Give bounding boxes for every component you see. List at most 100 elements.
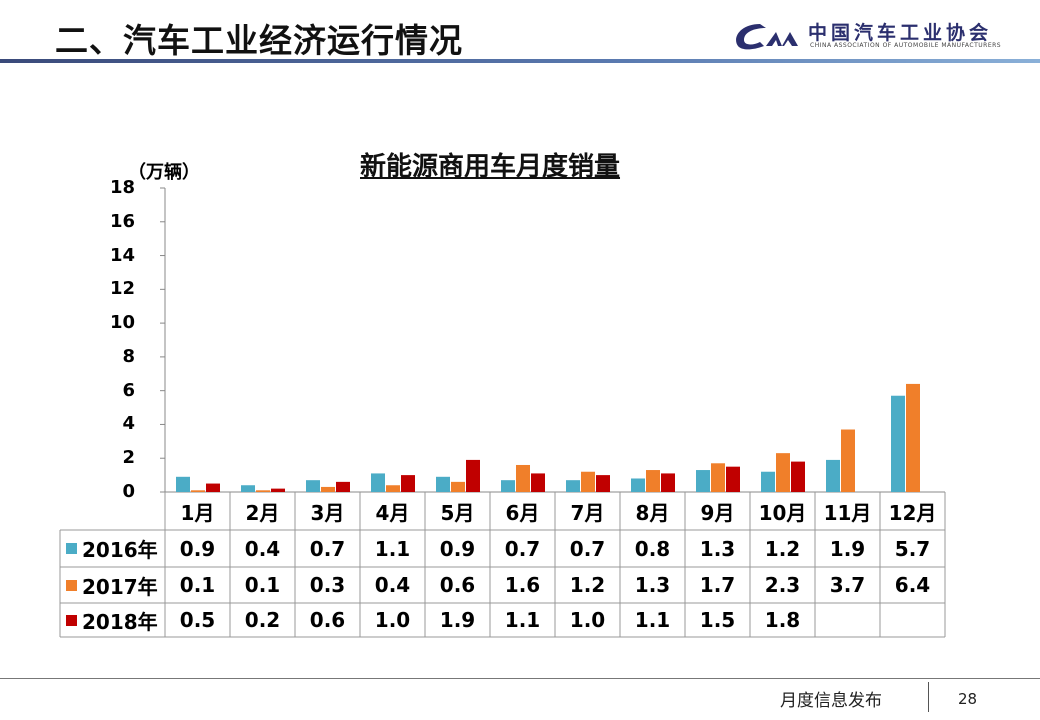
bar-2017年-4月 [386, 485, 400, 492]
bar-2016年-1月 [176, 476, 190, 492]
bar-2018年-8月 [661, 473, 675, 492]
data-cell [815, 603, 880, 637]
bar-2017年-9月 [711, 463, 725, 492]
legend-item: 2017年 [66, 567, 158, 603]
data-cell: 1.0 [374, 608, 411, 632]
bar-2018年-3月 [336, 481, 350, 492]
data-cell: 0.2 [244, 608, 281, 632]
y-tick-label: 12 [109, 278, 135, 300]
legend-label: 2016年 [82, 538, 158, 562]
legend-swatch-icon [66, 543, 77, 554]
bar-2018年-7月 [596, 475, 610, 492]
data-cell: 1.0 [569, 608, 606, 632]
data-cell: 1.1 [374, 536, 411, 561]
footer-text: 月度信息发布 [780, 691, 882, 711]
y-tick-label: 0 [122, 481, 135, 502]
category-label: 5月 [440, 500, 475, 525]
data-cell: 2.3 [764, 573, 801, 597]
data-cell: 0.4 [374, 573, 411, 597]
caam-logo [736, 24, 798, 50]
data-cell: 1.2 [764, 536, 801, 561]
bar-2016年-2月 [241, 485, 255, 492]
category-label: 8月 [635, 500, 670, 525]
data-cell: 1.1 [504, 608, 541, 632]
bar-2017年-12月 [906, 383, 920, 492]
data-cell: 1.9 [829, 536, 866, 561]
data-cell: 5.7 [894, 536, 931, 561]
bar-2017年-5月 [451, 481, 465, 492]
data-cell: 0.3 [309, 573, 346, 597]
legend-label: 2017年 [82, 574, 158, 599]
y-axis-unit: （万辆） [128, 162, 200, 183]
data-cell: 1.1 [634, 608, 671, 632]
data-cell: 0.8 [634, 536, 671, 561]
data-cell: 3.7 [829, 573, 866, 597]
bar-2016年-9月 [696, 470, 710, 492]
footer-divider [0, 678, 1040, 679]
bar-2016年-10月 [761, 471, 775, 492]
y-tick-label: 8 [122, 345, 135, 367]
category-label: 2月 [245, 500, 280, 525]
bar-2017年-6月 [516, 464, 530, 492]
y-tick-label: 6 [122, 379, 135, 401]
bar-2018年-1月 [206, 483, 220, 492]
data-cell: 0.1 [179, 573, 216, 597]
data-cell: 0.7 [309, 536, 346, 561]
data-cell: 1.7 [699, 573, 736, 597]
data-cell: 0.5 [179, 608, 216, 632]
legend-swatch-icon [66, 579, 77, 591]
category-label: 1月 [180, 500, 215, 525]
logo-text-cn: 中国汽车工业协会 [808, 22, 993, 44]
data-cell: 0.1 [244, 573, 281, 597]
category-label: 6月 [505, 500, 540, 525]
bar-2018年-5月 [466, 459, 480, 492]
y-tick-label: 16 [109, 210, 135, 232]
data-cell [880, 603, 945, 637]
y-tick-label: 2 [122, 447, 135, 469]
bar-2017年-1月 [191, 490, 205, 492]
data-cell: 0.7 [504, 536, 541, 561]
bar-2018年-9月 [726, 466, 740, 492]
y-tick-label: 10 [109, 312, 135, 334]
bar-2017年-8月 [646, 470, 660, 492]
y-tick-label: 14 [109, 244, 135, 266]
bar-2016年-7月 [566, 480, 580, 492]
data-cell: 0.7 [569, 536, 606, 561]
page-number: 28 [958, 690, 978, 708]
y-tick-label: 4 [122, 413, 135, 435]
category-label: 11月 [823, 500, 872, 525]
bar-2017年-2月 [256, 490, 270, 492]
data-cell: 1.3 [634, 573, 671, 597]
data-cell: 1.2 [569, 573, 606, 597]
slide-title: 二、汽车工业经济运行情况 [55, 21, 463, 60]
legend-label: 2018年 [82, 609, 158, 634]
bar-2016年-3月 [306, 480, 320, 492]
bar-2017年-10月 [776, 453, 790, 492]
legend-swatch-icon [66, 614, 77, 626]
category-label: 3月 [310, 500, 345, 525]
category-label: 10月 [758, 500, 807, 525]
bar-2016年-11月 [826, 459, 840, 492]
header-divider [0, 59, 1040, 63]
data-cell: 1.8 [764, 608, 801, 632]
legend-item: 2018年 [66, 603, 158, 637]
data-cell: 6.4 [894, 573, 931, 597]
chart-title: 新能源商用车月度销量 [360, 152, 621, 182]
bar-2017年-3月 [321, 486, 335, 492]
bar-2018年-2月 [271, 488, 285, 492]
bar-2017年-11月 [841, 429, 855, 492]
category-label: 4月 [375, 500, 410, 525]
data-cell: 0.6 [309, 608, 346, 632]
data-cell: 0.6 [439, 573, 476, 597]
y-tick-label: 18 [109, 177, 135, 198]
data-cell: 0.9 [439, 536, 476, 561]
data-cell: 0.4 [244, 536, 281, 561]
category-label: 9月 [700, 500, 735, 525]
bar-2016年-8月 [631, 478, 645, 492]
bar-2018年-10月 [791, 461, 805, 492]
bar-2018年-6月 [531, 473, 545, 492]
data-cell: 1.5 [699, 608, 736, 632]
bar-2016年-6月 [501, 480, 515, 492]
bar-2016年-12月 [891, 395, 905, 492]
